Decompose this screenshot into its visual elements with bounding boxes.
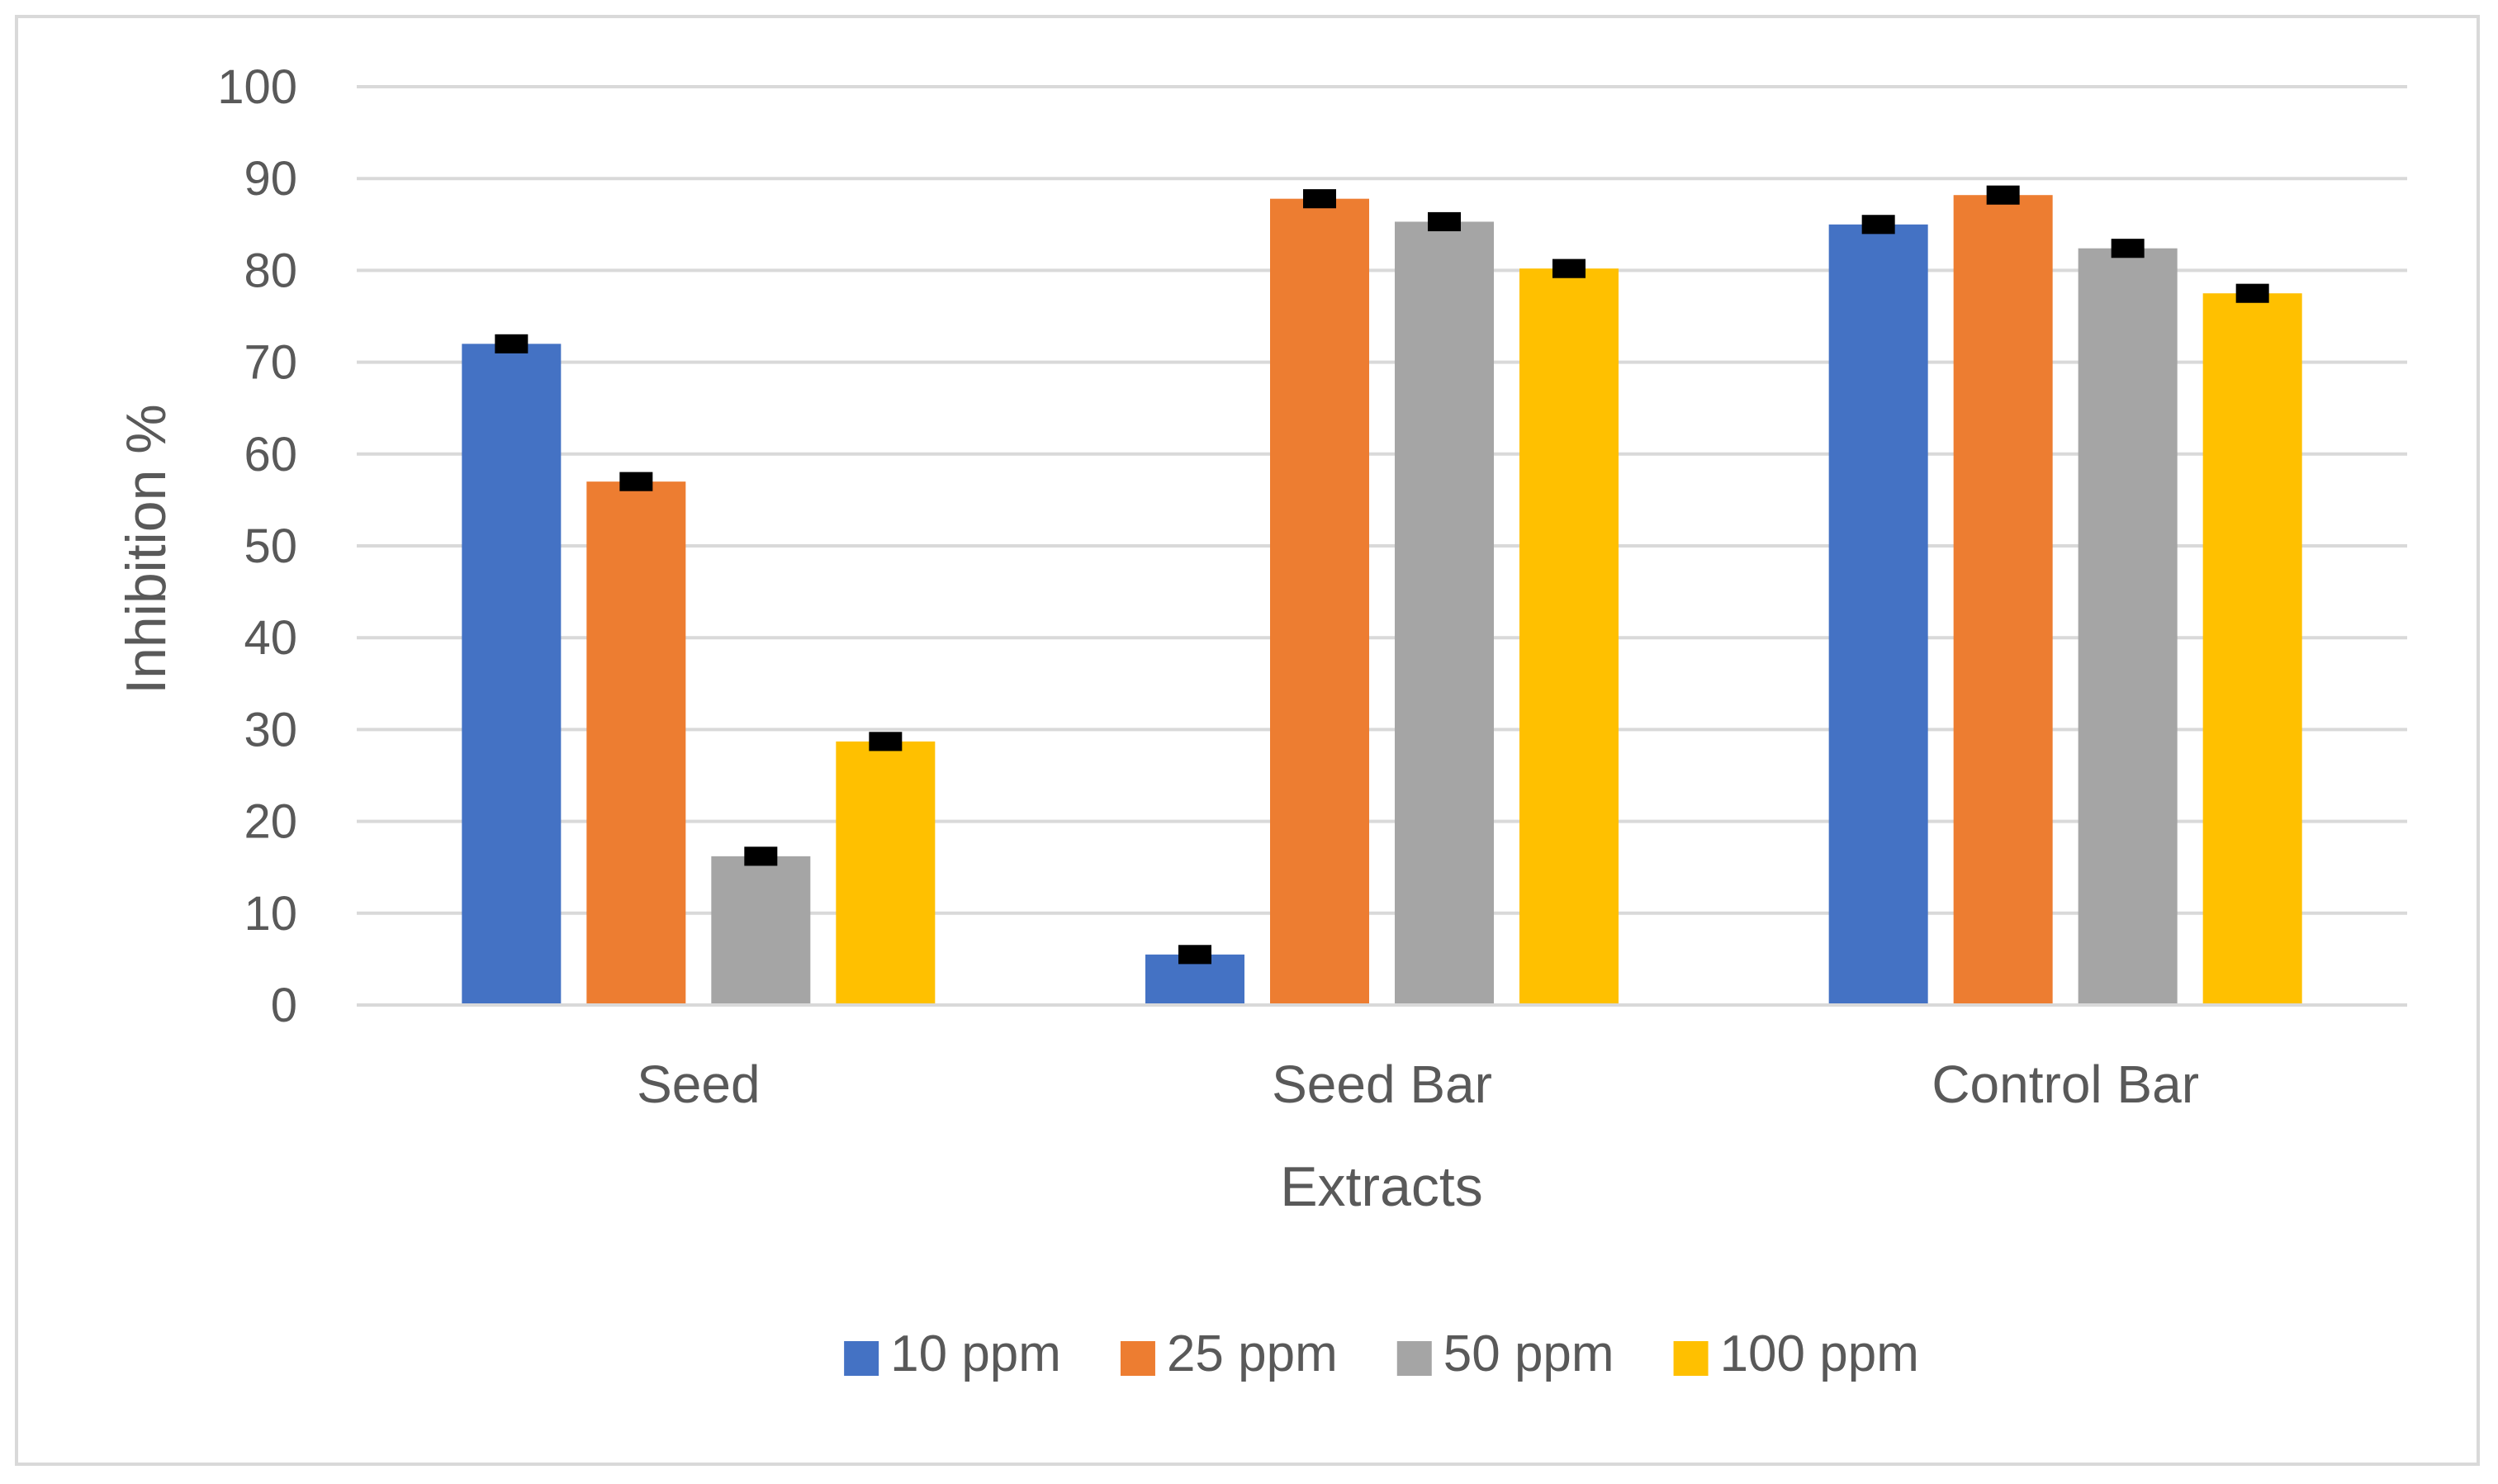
bar bbox=[1270, 198, 1369, 1005]
bar bbox=[2202, 293, 2302, 1005]
error-bar bbox=[495, 334, 529, 353]
bars bbox=[462, 195, 2302, 1005]
legend-label: 10 ppm bbox=[890, 1325, 1061, 1382]
y-tick-label: 70 bbox=[244, 336, 297, 390]
error-bar bbox=[744, 846, 778, 866]
bar bbox=[711, 856, 811, 1005]
y-tick-label: 80 bbox=[244, 244, 297, 297]
legend-swatch bbox=[1396, 1341, 1432, 1376]
error-bar bbox=[1552, 258, 1586, 278]
legend-swatch bbox=[1120, 1341, 1155, 1376]
gridlines bbox=[357, 85, 2407, 915]
legend-swatch bbox=[844, 1341, 879, 1376]
y-tick-label: 100 bbox=[217, 60, 297, 114]
error-bar bbox=[2235, 283, 2269, 303]
bar bbox=[1519, 268, 1619, 1005]
error-bar bbox=[2111, 239, 2145, 258]
y-tick-label: 0 bbox=[271, 979, 297, 1032]
bar bbox=[2078, 248, 2178, 1005]
category-labels: Seed Seed Bar Control Bar bbox=[637, 1055, 2199, 1114]
x-tick-label: Seed bbox=[637, 1055, 760, 1114]
legend: 10 ppm 25 ppm 50 ppm 100 ppm bbox=[844, 1325, 1919, 1382]
error-bar bbox=[1303, 189, 1336, 209]
y-tick-label: 60 bbox=[244, 428, 297, 481]
y-tick-label: 30 bbox=[244, 703, 297, 756]
y-tick-label: 50 bbox=[244, 519, 297, 573]
y-tick-label: 10 bbox=[244, 887, 297, 941]
bar bbox=[586, 481, 686, 1005]
error-bars bbox=[495, 185, 2269, 965]
error-bar bbox=[1986, 185, 2020, 205]
error-bar bbox=[619, 472, 653, 491]
x-tick-label: Control Bar bbox=[1932, 1055, 2199, 1114]
x-tick-label: Seed Bar bbox=[1272, 1055, 1492, 1114]
chart-frame bbox=[15, 15, 2480, 1466]
legend-label: 50 ppm bbox=[1443, 1325, 1614, 1382]
legend-swatch bbox=[1673, 1341, 1709, 1376]
bar bbox=[1395, 221, 1494, 1005]
error-bar bbox=[1178, 945, 1211, 965]
legend-label: 100 ppm bbox=[1720, 1325, 1919, 1382]
error-bar bbox=[1861, 215, 1895, 235]
error-bar bbox=[869, 732, 903, 751]
error-bar bbox=[1428, 211, 1461, 232]
y-axis-ticks: 0 10 20 30 40 50 60 70 80 90 100 bbox=[217, 60, 297, 1032]
legend-label: 25 ppm bbox=[1167, 1325, 1338, 1382]
y-axis-title: Inhibition % bbox=[115, 404, 178, 695]
bar bbox=[1828, 224, 1928, 1005]
x-axis-title: Extracts bbox=[1280, 1155, 1483, 1218]
y-tick-label: 90 bbox=[244, 152, 297, 206]
y-tick-label: 20 bbox=[244, 795, 297, 849]
bar bbox=[836, 741, 936, 1005]
bar bbox=[462, 344, 562, 1005]
y-tick-label: 40 bbox=[244, 611, 297, 665]
bar bbox=[1953, 195, 2053, 1005]
